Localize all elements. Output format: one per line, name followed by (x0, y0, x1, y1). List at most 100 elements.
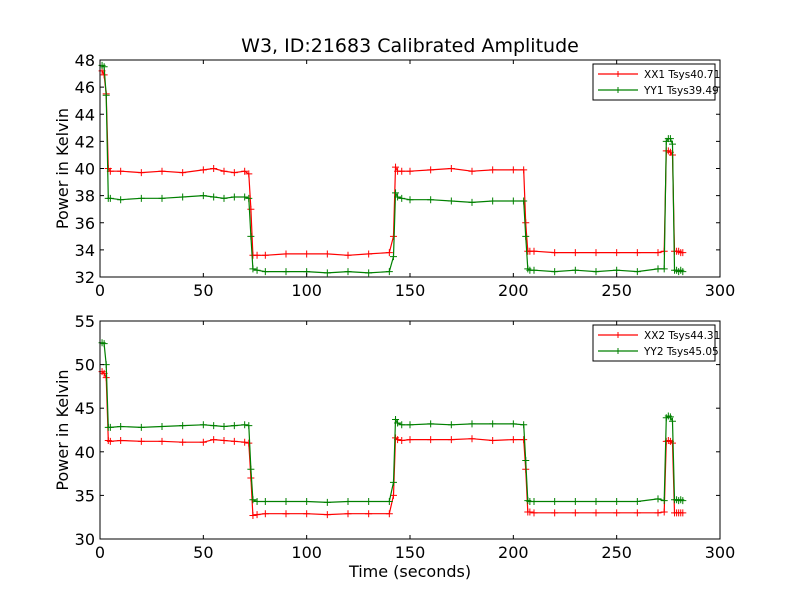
x-tick-label: 150 (395, 281, 426, 300)
data-point-marker (261, 268, 269, 276)
data-point-marker (137, 194, 145, 202)
legend: XX1 Tsys40.71 YY1 Tsys39.49 (592, 63, 720, 101)
series-yy1 (98, 61, 687, 277)
data-point-marker (427, 420, 435, 428)
y-tick-label: 42 (75, 132, 95, 151)
data-point-marker (365, 250, 373, 258)
data-point-marker (245, 439, 253, 447)
legend-entry-label: YY1 Tsys39.49 (643, 85, 719, 97)
data-point-marker (106, 194, 114, 202)
y-tick-label: 40 (75, 160, 95, 179)
data-point-marker (551, 509, 559, 517)
data-point-marker (245, 194, 253, 202)
y-tick-label: 32 (75, 268, 95, 287)
data-point-marker (220, 436, 228, 444)
data-point-marker (468, 435, 476, 443)
data-point-marker (220, 194, 228, 202)
data-point-marker (261, 251, 269, 259)
data-point-marker (117, 423, 125, 431)
series-line (101, 371, 683, 517)
data-point-marker (210, 436, 218, 444)
data-point-marker (385, 249, 393, 257)
data-point-marker (179, 438, 187, 446)
data-point-marker (179, 169, 187, 177)
data-point-marker (253, 251, 261, 259)
data-point-marker (230, 422, 238, 430)
data-point-marker (385, 498, 393, 506)
data-point-marker (660, 265, 668, 273)
data-point-marker (117, 436, 125, 444)
data-point-marker (158, 437, 166, 445)
x-tick-label: 100 (291, 543, 322, 562)
data-point-marker (468, 167, 476, 175)
y-tick-label: 36 (75, 214, 95, 233)
data-point-marker (344, 498, 352, 506)
y-tick-label: 34 (75, 241, 95, 260)
series-yy2 (98, 339, 687, 506)
data-point-marker (365, 269, 373, 277)
data-point-marker (530, 247, 538, 255)
data-point-marker (179, 193, 187, 201)
data-point-marker (447, 421, 455, 429)
data-point-marker (427, 436, 435, 444)
data-point-marker (241, 421, 249, 429)
data-point-marker (613, 509, 621, 517)
data-point-marker (392, 189, 400, 197)
data-point-marker (489, 420, 497, 428)
data-point-marker (633, 498, 641, 506)
data-point-marker (199, 438, 207, 446)
data-point-marker (406, 196, 414, 204)
legend-entry-label: XX2 Tsys44.31 (644, 330, 720, 342)
data-point-marker (249, 265, 257, 273)
data-point-marker (447, 436, 455, 444)
data-point-marker (613, 498, 621, 506)
data-point-marker (137, 169, 145, 177)
y-tick-label: 44 (75, 105, 95, 124)
data-point-marker (344, 510, 352, 518)
data-point-marker (394, 419, 402, 427)
data-point-marker (668, 140, 676, 148)
data-point-marker (282, 498, 290, 506)
data-point-marker (385, 268, 393, 276)
data-point-marker (389, 478, 397, 486)
data-point-marker (282, 510, 290, 518)
data-point-marker (427, 196, 435, 204)
data-point-marker (247, 205, 255, 213)
data-point-marker (509, 166, 517, 174)
data-point-marker (323, 511, 331, 519)
data-point-marker (551, 498, 559, 506)
data-point-marker (210, 422, 218, 430)
data-point-marker (179, 422, 187, 430)
data-point-marker (394, 193, 402, 201)
data-point-marker (117, 167, 125, 175)
data-point-marker (303, 250, 311, 258)
x-tick-label: 200 (498, 543, 529, 562)
data-point-marker (365, 510, 373, 518)
legend-marker (615, 332, 621, 338)
plot-panel-2: 0 50 100 150 200 250 300 30 35 40 45 50 55 Power in K… (53, 312, 735, 581)
data-point-marker (385, 510, 393, 518)
data-point-marker (551, 249, 559, 257)
data-point-marker (520, 197, 528, 205)
data-point-marker (303, 498, 311, 506)
data-point-marker (633, 249, 641, 257)
data-point-marker (592, 509, 600, 517)
x-tick-label: 150 (395, 543, 426, 562)
data-point-marker (282, 250, 290, 258)
data-point-marker (526, 508, 534, 516)
data-point-marker (230, 193, 238, 201)
x-tick-label: 0 (95, 543, 105, 562)
data-point-marker (106, 423, 114, 431)
data-point-marker (389, 253, 397, 261)
data-point-marker (551, 268, 559, 276)
data-point-marker (530, 266, 538, 274)
data-point-marker (344, 251, 352, 259)
y-tick-label: 35 (75, 486, 95, 505)
x-tick-label: 300 (705, 281, 736, 300)
data-point-marker (660, 497, 668, 505)
x-tick-label: 250 (601, 543, 632, 562)
data-point-marker (249, 511, 257, 519)
data-point-marker (613, 266, 621, 274)
data-point-marker (230, 169, 238, 177)
